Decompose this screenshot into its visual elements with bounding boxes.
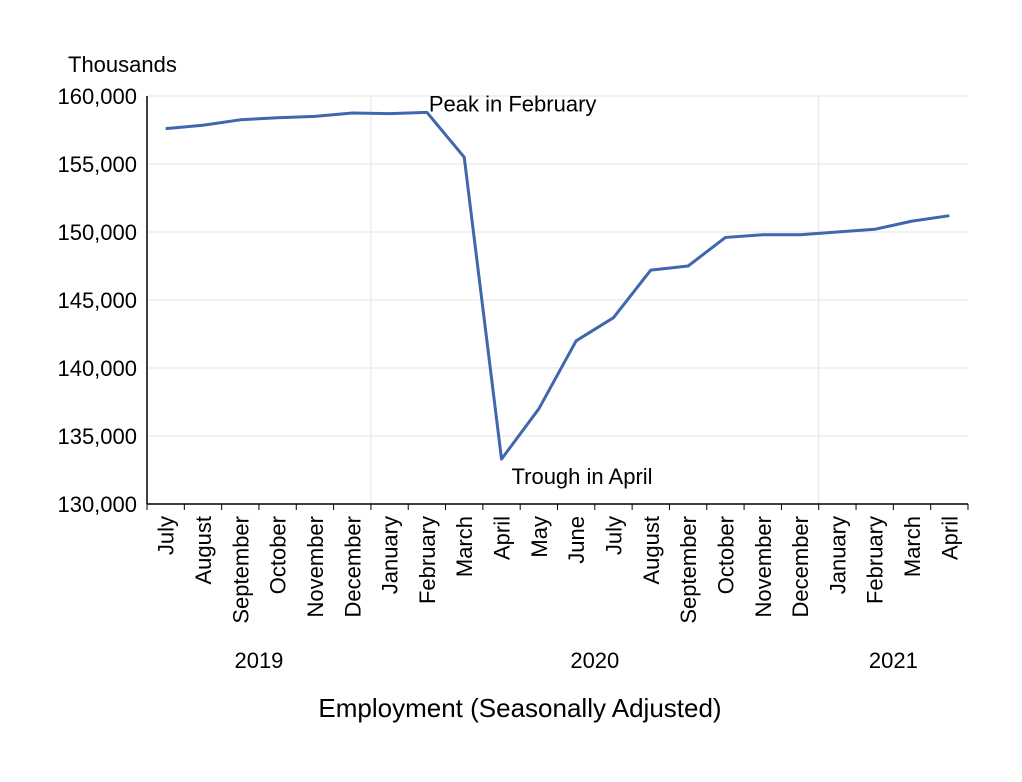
y-tick-label: 160,000 — [57, 84, 137, 109]
y-tick-label: 155,000 — [57, 152, 137, 177]
x-tick-label: April — [490, 516, 515, 560]
x-tick-label: January — [378, 516, 403, 594]
x-tick-label: September — [676, 516, 701, 624]
year-label: 2021 — [869, 648, 918, 673]
chart-title: Employment (Seasonally Adjusted) — [318, 693, 721, 723]
x-tick-label: September — [228, 516, 253, 624]
y-tick-label: 150,000 — [57, 220, 137, 245]
y-axis-label: Thousands — [68, 52, 177, 77]
y-tick-label: 135,000 — [57, 424, 137, 449]
x-tick-label: August — [639, 516, 664, 585]
y-tick-label: 145,000 — [57, 288, 137, 313]
x-tick-label: November — [751, 516, 776, 617]
gridlines — [147, 96, 968, 504]
annotations: Peak in February Trough in April — [429, 91, 653, 489]
x-tick-label: October — [713, 516, 738, 594]
x-tick-label: February — [415, 516, 440, 604]
x-tick-label: March — [452, 516, 477, 577]
x-tick-label: November — [303, 516, 328, 617]
y-tick-label: 140,000 — [57, 356, 137, 381]
x-tick-label: May — [527, 516, 552, 558]
year-labels: 2019 2020 2021 — [234, 648, 917, 673]
annotation-trough: Trough in April — [512, 464, 653, 489]
x-tick-label: February — [863, 516, 888, 604]
axes — [147, 96, 968, 510]
x-tick-label: August — [191, 516, 216, 585]
y-tick-label: 130,000 — [57, 492, 137, 517]
x-tick-label: December — [340, 516, 365, 617]
x-tick-label: December — [788, 516, 813, 617]
x-tick-label: July — [601, 516, 626, 555]
x-tick-label: July — [154, 516, 179, 555]
y-tick-labels: 130,000 135,000 140,000 145,000 150,000 155,0… — [57, 84, 137, 517]
x-tick-labels: July August September October November Decemb… — [154, 516, 963, 624]
x-tick-label: April — [937, 516, 962, 560]
year-label: 2019 — [234, 648, 283, 673]
year-label: 2020 — [570, 648, 619, 673]
x-tick-label: March — [900, 516, 925, 577]
x-tick-label: January — [825, 516, 850, 594]
x-tick-label: October — [266, 516, 291, 594]
x-tick-label: June — [564, 516, 589, 564]
annotation-peak: Peak in February — [429, 91, 597, 116]
